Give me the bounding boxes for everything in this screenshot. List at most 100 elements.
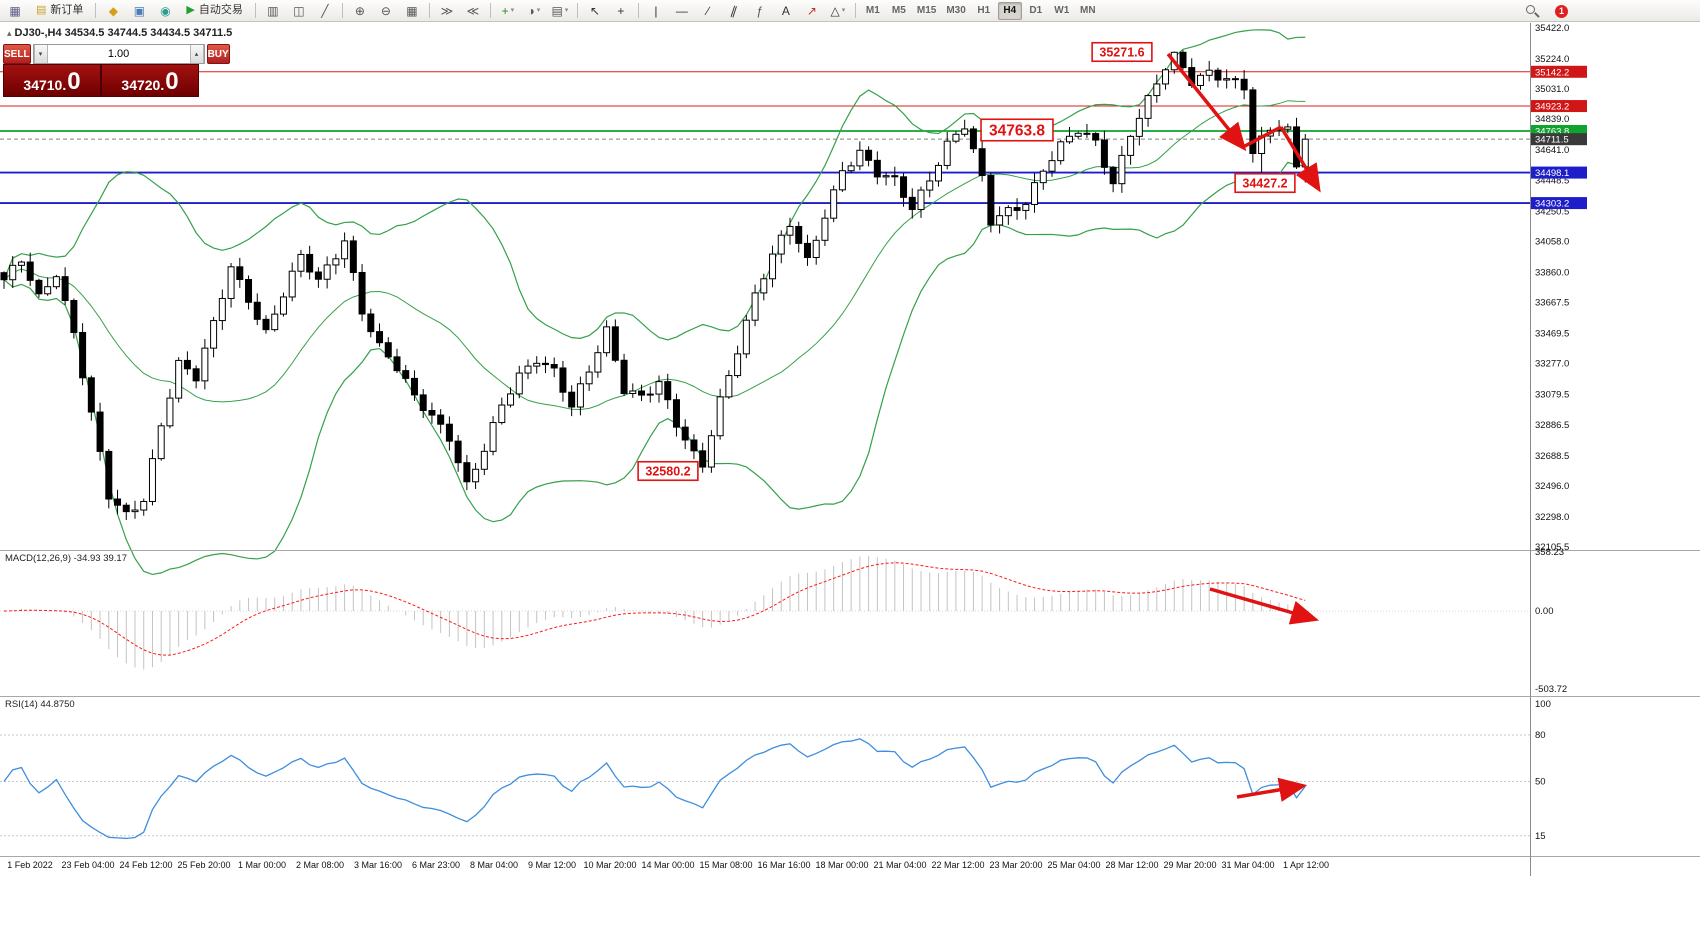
toolbar-right-group: 1 (1525, 0, 1568, 22)
sell-button[interactable]: SELL (3, 44, 31, 64)
toolbar-divider (254, 3, 256, 18)
trend-arrow-annotation[interactable] (1209, 587, 1320, 625)
chart-shift-button[interactable]: ≪ (461, 2, 485, 20)
zoom-out-icon: ⊖ (380, 3, 391, 18)
buy-price-main: 34720. (121, 77, 165, 93)
chart-window-button[interactable]: ▣ (127, 2, 151, 20)
horizontal-line-button[interactable]: ― (670, 2, 694, 20)
svg-text:34763.8: 34763.8 (1535, 127, 1569, 138)
price-axis[interactable]: 35422.0 35224.0 35031.0 34839.0 34641.0 34448… (1531, 23, 1587, 553)
terminal-button[interactable]: ▦ (3, 2, 27, 20)
price-label-box[interactable] (1091, 41, 1153, 63)
expert-advisors-icon: ◆ (108, 3, 119, 18)
svg-text:25 Feb 20:00: 25 Feb 20:00 (177, 860, 230, 870)
toolbar-divider (95, 3, 97, 18)
trend-arrow-annotation[interactable] (1279, 126, 1321, 193)
zoom-out-button[interactable]: ⊖ (374, 2, 398, 20)
macd-panel: 358.23 0.00 -503.72 (0, 547, 1567, 695)
timeframe-m5-button[interactable]: M5 (887, 2, 911, 20)
panel-separators[interactable] (0, 550, 1700, 857)
svg-text:31 Mar 04:00: 31 Mar 04:00 (1221, 860, 1274, 870)
buy-price[interactable]: 34720. 0 (100, 65, 198, 96)
buy-button[interactable]: BUY (206, 44, 230, 64)
zoom-in-button[interactable]: ⊕ (348, 2, 372, 20)
volume-decrease-button[interactable]: ▾ (33, 45, 48, 63)
new-order-button[interactable]: ▤ 新订单 (29, 2, 90, 20)
cursor-button[interactable]: ↖ (583, 2, 607, 20)
channel-icon: ∥ (728, 2, 739, 19)
new-order-button-icon: ▤ (36, 4, 47, 16)
zoom-in-icon: ⊕ (354, 3, 365, 18)
price-label-box[interactable] (1234, 172, 1296, 194)
templates-button[interactable]: ▤ ▾ (548, 2, 572, 20)
price-label-box[interactable] (637, 460, 699, 482)
notification-badge[interactable]: 1 (1555, 4, 1568, 18)
svg-text:8 Mar 04:00: 8 Mar 04:00 (470, 860, 518, 870)
svg-text:18 Mar 00:00: 18 Mar 00:00 (815, 860, 868, 870)
candlestick-chart-button[interactable]: ◫ (287, 2, 311, 20)
svg-text:35142.2: 35142.2 (1535, 67, 1569, 78)
indicators-button[interactable]: + ▾ (496, 2, 520, 20)
sell-price[interactable]: 34710. 0 (4, 65, 100, 96)
trend-arrow-annotation[interactable] (1166, 52, 1247, 152)
tile-windows-button[interactable]: ▦ (400, 2, 424, 20)
channel-button[interactable]: ∥ (722, 2, 746, 20)
horizontal-level-lines[interactable] (0, 71, 1530, 204)
search-icon[interactable] (1525, 4, 1540, 19)
timeframe-h4-button[interactable]: H4 (997, 1, 1022, 20)
svg-text:1 Apr 12:00: 1 Apr 12:00 (1283, 860, 1329, 870)
timeframe-h1-button[interactable]: H1 (972, 2, 996, 20)
toolbar-items: ▦ ▤ 新订单 ◆ ▣ ◉ ▶ 自动交易 ▥ ◫ ╱ ⊕ ⊖ ▦ ≫ ≪ + ▾ ◑ ▾ ▤ ▾ ↖ + | ― ∕ ∥ ƒ A ↗ △ ▾ M1… (2, 0, 1101, 22)
arrow-object-button[interactable]: ↗ (800, 2, 824, 20)
chart-window-icon: ▣ (133, 3, 146, 18)
auto-trading-button-icon: ▶ (186, 4, 195, 16)
one-click-trading-panel: SELL ▾ ▴ BUY 34710.0 34720.0 (3, 44, 230, 97)
svg-text:22 Mar 12:00: 22 Mar 12:00 (931, 860, 984, 870)
periods-button[interactable]: ◑ ▾ (522, 2, 546, 20)
svg-text:1 Mar 00:00: 1 Mar 00:00 (238, 860, 286, 870)
crosshair-button[interactable]: + (609, 2, 633, 20)
chart-annotations[interactable]: 35271.6 34763.8 34427.2 32580.2 (637, 41, 1321, 802)
candlestick-chart-icon: ◫ (293, 3, 305, 18)
volume-increase-button[interactable]: ▴ (189, 45, 204, 63)
bar-chart-button[interactable]: ▥ (261, 2, 285, 20)
svg-text:34923.2: 34923.2 (1535, 102, 1569, 113)
line-chart-button[interactable]: ╱ (313, 2, 337, 20)
trend-line-annotation[interactable] (1242, 125, 1282, 149)
chart-title-text: DJ30-,H4 34534.5 34744.5 34434.5 34711.5 (14, 27, 233, 39)
text-label-button[interactable]: A (774, 2, 798, 20)
timeframe-w1-button[interactable]: W1 (1050, 2, 1074, 20)
macd-indicator-label: MACD(12,26,9) -34.93 39.17 (5, 553, 127, 564)
timeframe-mn-button[interactable]: MN (1076, 2, 1100, 20)
rsi-indicator-label: RSI(14) 44.8750 (5, 699, 75, 710)
svg-text:3 Mar 16:00: 3 Mar 16:00 (354, 860, 402, 870)
arrow-object-icon: ↗ (806, 3, 817, 18)
trade-panel-prices: 34710. 0 34720. 0 (3, 64, 199, 97)
vertical-line-button[interactable]: | (644, 2, 668, 20)
shapes-button[interactable]: △ ▾ (826, 2, 850, 20)
expert-advisors-button[interactable]: ◆ (101, 2, 125, 20)
market-watch-button[interactable]: ◉ (153, 2, 177, 20)
svg-text:35224.0: 35224.0 (1535, 54, 1569, 65)
fibonacci-button[interactable]: ƒ (748, 2, 772, 20)
svg-text:35031.0: 35031.0 (1535, 84, 1569, 95)
volume-input[interactable] (47, 45, 190, 63)
timeframe-m30-button[interactable]: M30 (942, 2, 969, 20)
chart-shift-icon: ≪ (466, 3, 480, 18)
auto-trading-button[interactable]: ▶ 自动交易 (179, 2, 249, 20)
svg-text:2 Mar 08:00: 2 Mar 08:00 (296, 860, 344, 870)
trendline-button[interactable]: ∕ (696, 2, 720, 20)
timeframe-d1-button[interactable]: D1 (1024, 2, 1048, 20)
time-axis[interactable]: 1 Feb 2022 23 Feb 04:00 24 Feb 12:00 25 Feb… (7, 860, 1329, 870)
timeframe-m1-button[interactable]: M1 (861, 2, 885, 20)
timeframe-m15-button[interactable]: M15 (913, 2, 940, 20)
svg-text:32298.0: 32298.0 (1535, 512, 1569, 523)
price-label-box[interactable] (980, 118, 1054, 142)
svg-text:33860.0: 33860.0 (1535, 267, 1569, 278)
svg-text:14 Mar 00:00: 14 Mar 00:00 (641, 860, 694, 870)
trend-arrow-annotation[interactable] (1236, 777, 1308, 802)
auto-scroll-button[interactable]: ≫ (435, 2, 459, 20)
svg-text:25 Mar 04:00: 25 Mar 04:00 (1047, 860, 1100, 870)
svg-text:34711.5: 34711.5 (1535, 135, 1569, 146)
